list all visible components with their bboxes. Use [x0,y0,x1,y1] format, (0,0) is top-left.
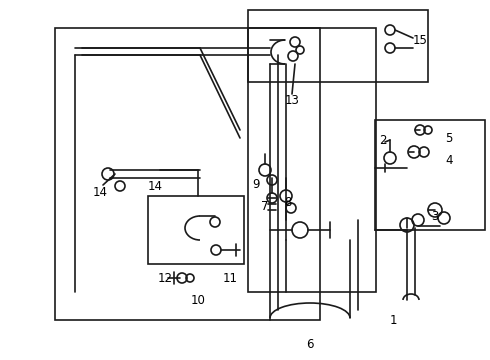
Text: 13: 13 [285,94,299,107]
Text: 4: 4 [445,153,453,166]
Text: 11: 11 [222,271,238,284]
Bar [148,196,244,264]
Bar [248,28,376,292]
Bar [375,120,485,230]
Text: 9: 9 [252,177,260,190]
Text: 1: 1 [389,314,397,327]
Text: 2: 2 [379,134,387,147]
Bar [55,28,320,320]
Text: 5: 5 [445,131,453,144]
Bar [248,10,428,82]
Text: 10: 10 [191,293,205,306]
Text: 12: 12 [157,271,172,284]
Text: 14: 14 [147,180,163,193]
Text: 15: 15 [413,33,427,46]
Text: 7: 7 [261,199,269,212]
Text: 6: 6 [306,338,314,351]
Text: 8: 8 [284,195,292,208]
Text: 3: 3 [431,210,439,222]
Text: 14: 14 [93,185,107,198]
